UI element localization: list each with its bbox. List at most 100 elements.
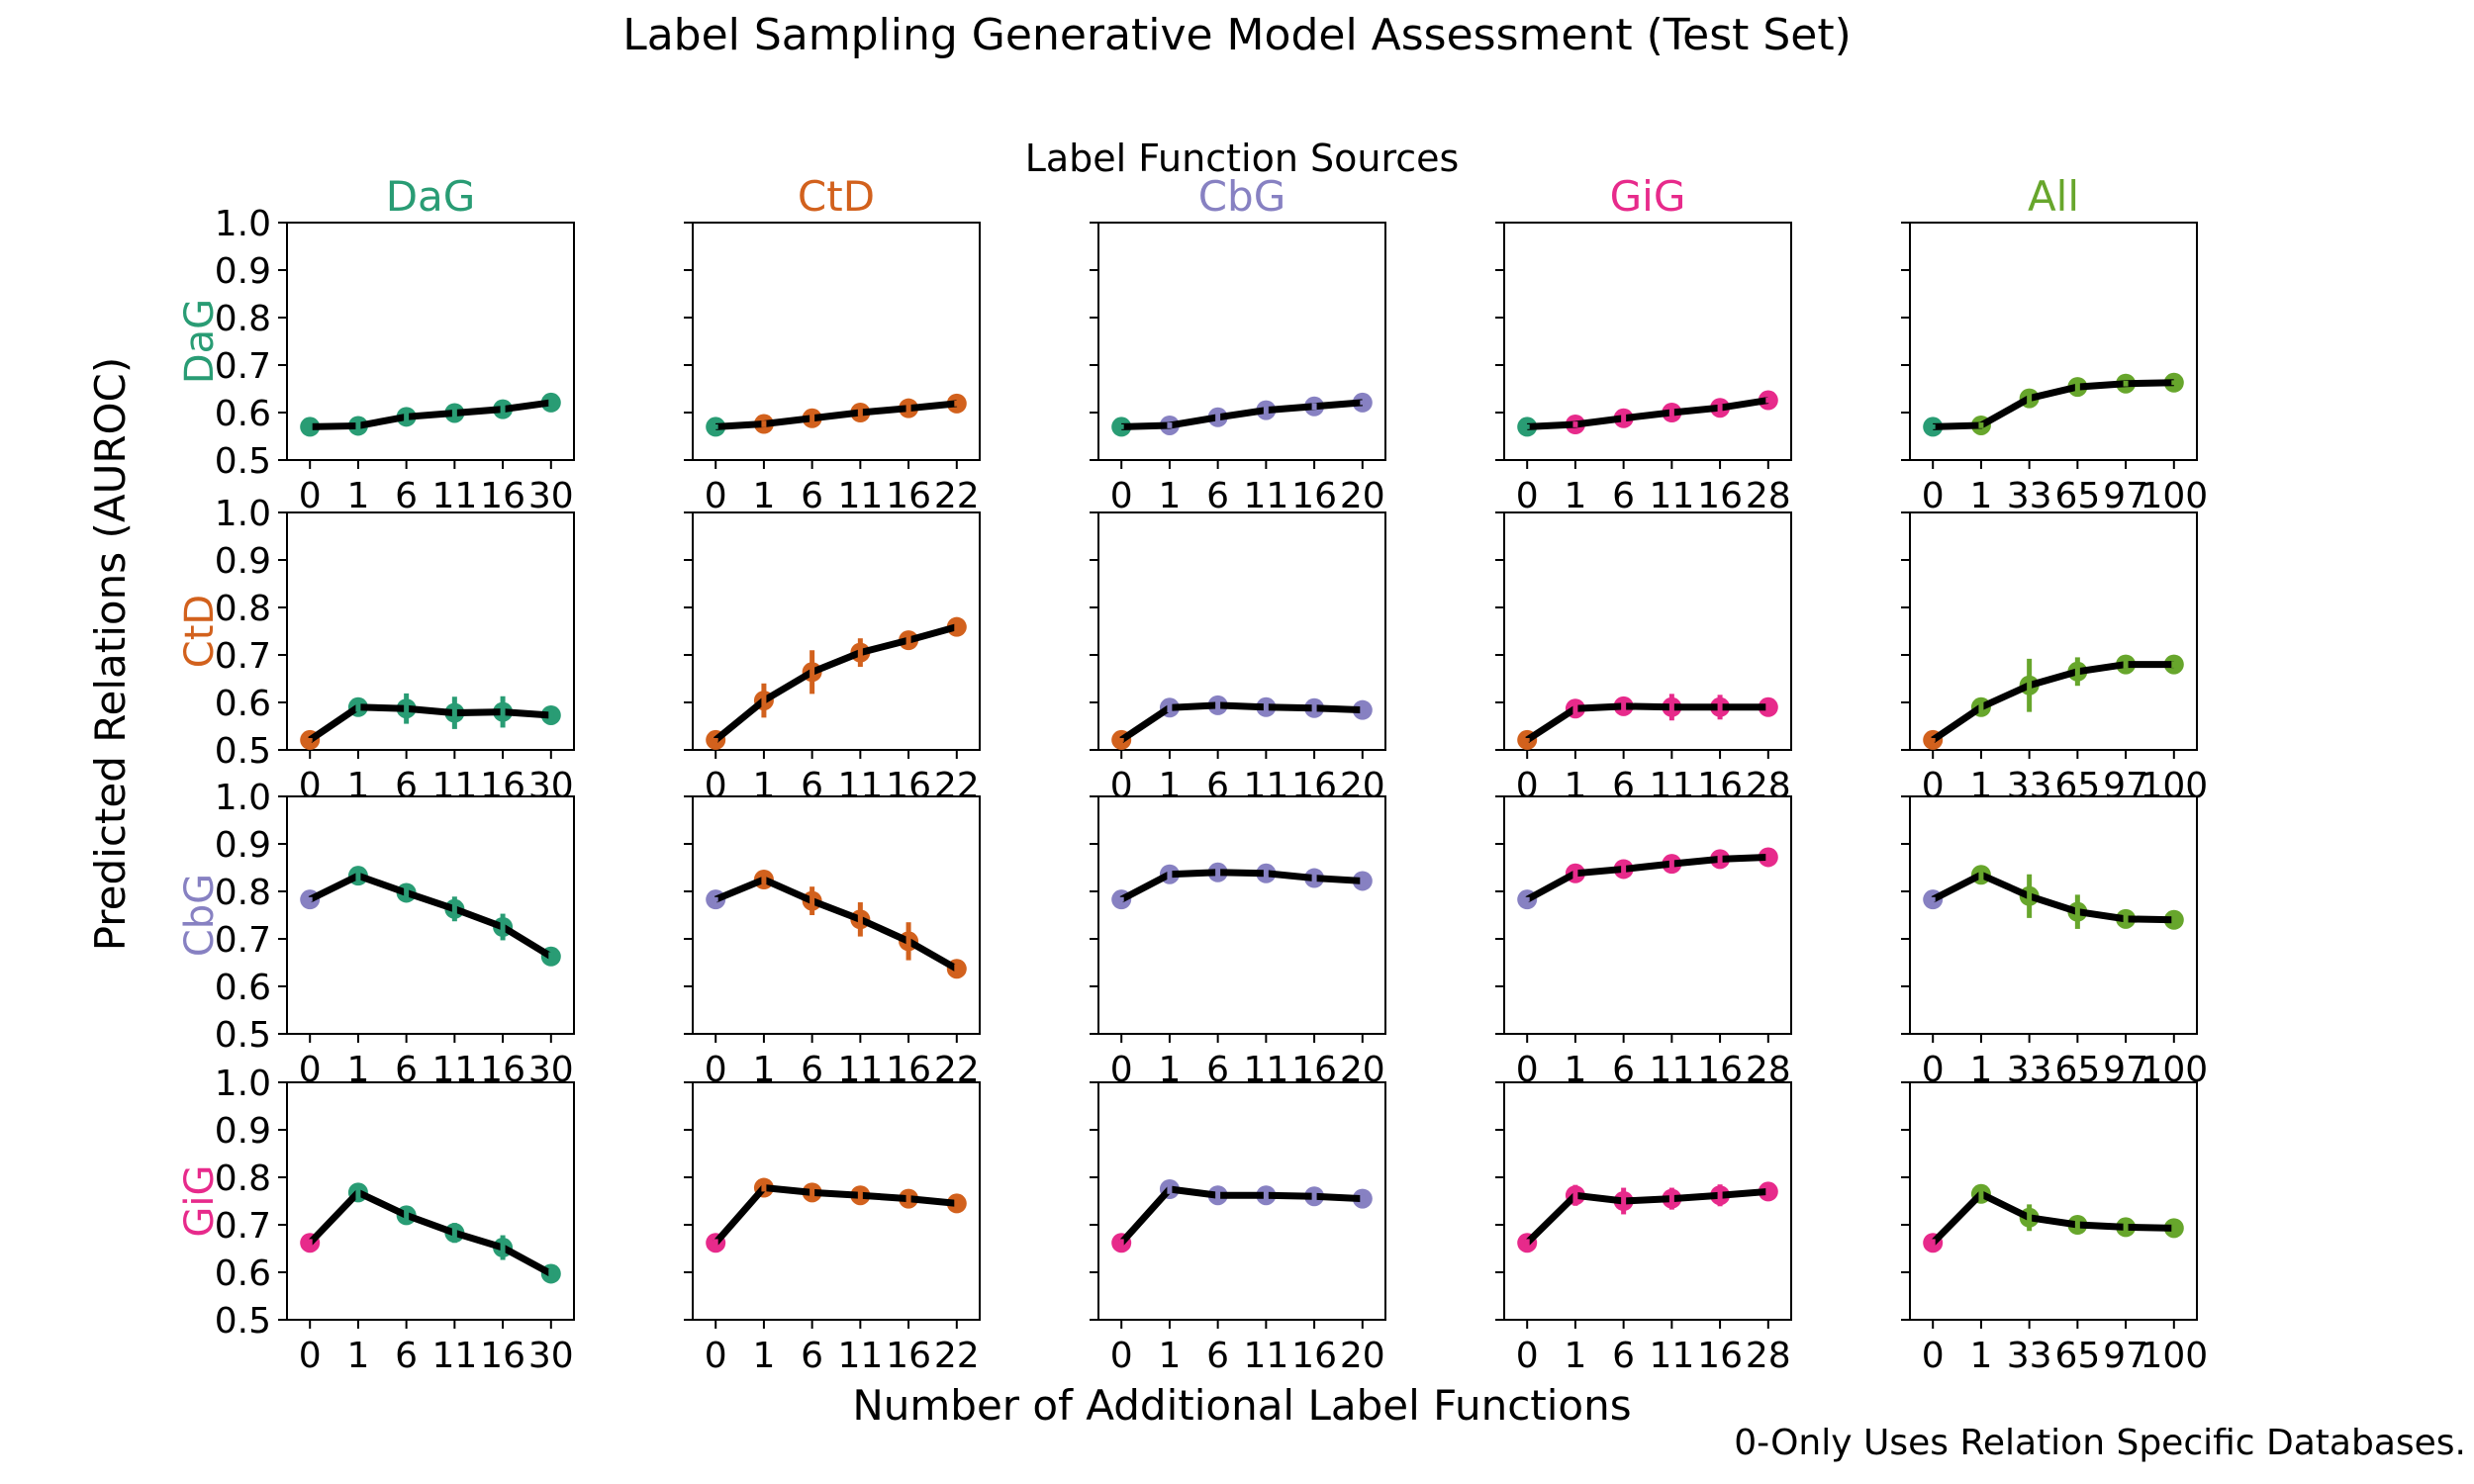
subplot-DaG-DaG-xtick-label: 30	[528, 476, 574, 516]
subplot-GiG-All-xtick-label: 1	[1969, 1336, 1992, 1376]
subplot-CbG-DaG-ytick-label: 1.0	[215, 778, 271, 818]
subplot-GiG-CtD-xtick-label: 16	[886, 1336, 931, 1376]
subplot-GiG-DaG-ytick-label: 0.8	[215, 1159, 271, 1199]
subplot-CtD-GiG-line	[1525, 702, 1768, 743]
subplot-CbG-CbG-line	[1119, 869, 1364, 903]
subplot-CbG-CbG-xtick-label: 0	[1110, 1050, 1133, 1090]
subplot-GiG-GiG-xtick-label: 1	[1564, 1336, 1586, 1376]
subplot-DaG-GiG-xtick-label: 6	[1612, 476, 1635, 516]
subplot-GiG-CbG-xtick-label: 20	[1340, 1336, 1385, 1376]
subplot-CbG-CbG-xtick-label: 6	[1206, 1050, 1229, 1090]
subplot-CtD-DaG-ytick-label: 0.7	[215, 636, 271, 677]
subplot-CbG-DaG-ytick-label: 0.8	[215, 873, 271, 913]
subplot-GiG-DaG-frame	[286, 1081, 575, 1321]
row-label-CbG: CbG	[177, 874, 223, 957]
subplot-GiG-CtD-line	[713, 1183, 958, 1246]
subplot-GiG-DaG-ytick-label: 0.5	[215, 1301, 271, 1342]
subplot-CbG-CtD-frame	[692, 795, 981, 1035]
subplot-DaG-CtD-line	[714, 400, 958, 430]
subplot-DaG-All-xtick-label: 100	[2140, 476, 2208, 516]
subplot-DaG-DaG-ytick-label: 0.7	[215, 346, 271, 387]
figure-title: Label Sampling Generative Model Assessme…	[622, 10, 1852, 60]
subplot-DaG-GiG-frame	[1503, 222, 1792, 461]
subplot-DaG-GiG-xtick-label: 28	[1746, 476, 1791, 516]
subplot-DaG-All-frame	[1909, 222, 2198, 461]
subplot-DaG-GiG-xtick-label: 0	[1516, 476, 1539, 516]
subplot-DaG-CtD-xtick-label: 11	[837, 476, 883, 516]
subplot-DaG-CbG-xtick-label: 20	[1340, 476, 1385, 516]
subplot-CbG-DaG-line	[308, 872, 553, 960]
subplot-DaG-All-xtick-label: 33	[2007, 476, 2052, 516]
subplot-CbG-CbG-frame	[1097, 795, 1386, 1035]
subplot-DaG-CbG-frame	[1097, 222, 1386, 461]
subplot-DaG-DaG-ytick-label: 0.9	[215, 251, 271, 292]
subplot-CtD-DaG-ytick-label: 0.6	[215, 684, 271, 724]
subplot-DaG-All-xtick-label: 97	[2103, 476, 2148, 516]
subplot-GiG-GiG-xtick-label: 6	[1612, 1336, 1635, 1376]
subplot-CbG-CtD-xtick-label: 6	[801, 1050, 823, 1090]
subplot-CtD-CbG-line	[1119, 701, 1363, 743]
subplot-DaG-DaG-xtick-label: 11	[431, 476, 477, 516]
subplot-DaG-CbG-line	[1121, 399, 1364, 430]
col-header-CtD: CtD	[798, 172, 875, 221]
subplot-GiG-DaG-ytick-label: 1.0	[215, 1064, 271, 1104]
subplot-DaG-CtD-xtick-label: 16	[886, 476, 931, 516]
subplot-DaG-CtD-frame	[692, 222, 981, 461]
subplot-CbG-DaG-ytick-label: 0.6	[215, 968, 271, 1008]
subplot-CbG-DaG-xtick-label: 1	[346, 1050, 369, 1090]
subplot-GiG-CbG-xtick-label: 11	[1243, 1336, 1288, 1376]
subplot-GiG-All-xtick-label: 0	[1922, 1336, 1945, 1376]
subplot-CtD-DaG-ytick-label: 0.5	[215, 731, 271, 772]
subplot-GiG-CtD-xtick-label: 0	[705, 1336, 727, 1376]
subplot-GiG-CbG-xtick-label: 6	[1206, 1336, 1229, 1376]
subplot-GiG-CbG-xtick-label: 0	[1110, 1336, 1133, 1376]
subplot-CtD-DaG-ytick-label: 0.9	[215, 541, 271, 582]
subplot-GiG-GiG-xtick-label: 16	[1697, 1336, 1743, 1376]
subplot-DaG-CtD-xtick-label: 22	[934, 476, 980, 516]
subplot-GiG-All-line	[1930, 1189, 2174, 1246]
subplot-CtD-All-frame	[1909, 511, 2198, 751]
subplot-CbG-CtD-line	[714, 876, 959, 973]
row-label-CtD: CtD	[177, 595, 223, 668]
subplot-CtD-DaG-ytick-label: 1.0	[215, 494, 271, 534]
subplot-DaG-CbG-xtick-label: 6	[1206, 476, 1229, 516]
subplot-CbG-GiG-xtick-label: 6	[1612, 1050, 1635, 1090]
footnote: 0-Only Uses Relation Specific Databases.	[1734, 1423, 2466, 1463]
subplot-CbG-GiG-line	[1525, 853, 1768, 903]
subplot-GiG-All-xtick-label: 97	[2103, 1336, 2148, 1376]
subplot-CbG-GiG-frame	[1503, 795, 1792, 1035]
subplot-DaG-All-xtick-label: 1	[1969, 476, 1992, 516]
subplot-GiG-CbG-xtick-label: 16	[1291, 1336, 1337, 1376]
x-axis-label: Number of Additional Label Functions	[852, 1381, 1632, 1430]
subplot-DaG-DaG-xtick-label: 0	[299, 476, 322, 516]
subplot-DaG-CtD-xtick-label: 1	[752, 476, 775, 516]
subplot-CtD-GiG-frame	[1503, 511, 1792, 751]
subplot-GiG-GiG-xtick-label: 11	[1649, 1336, 1694, 1376]
subplot-GiG-All-xtick-label: 100	[2140, 1336, 2208, 1376]
subplot-GiG-CtD-xtick-label: 22	[934, 1336, 980, 1376]
subplot-GiG-All-xtick-label: 65	[2054, 1336, 2100, 1376]
subplot-CbG-DaG-ytick-label: 0.5	[215, 1015, 271, 1056]
subplot-DaG-DaG-ytick-label: 1.0	[215, 204, 271, 244]
subplot-CbG-DaG-ytick-label: 0.7	[215, 920, 271, 961]
subplot-DaG-DaG-frame	[286, 222, 575, 461]
subplot-DaG-DaG-xtick-label: 6	[395, 476, 418, 516]
subplot-GiG-All-frame	[1909, 1081, 2198, 1321]
subplot-CbG-All-frame	[1909, 795, 2198, 1035]
col-header-DaG: DaG	[386, 172, 476, 221]
subplot-CbG-All-xtick-label: 0	[1922, 1050, 1945, 1090]
subplot-CtD-DaG-line	[308, 703, 552, 743]
subplot-DaG-All-line	[1933, 379, 2174, 430]
subplot-DaG-DaG-ytick-label: 0.8	[215, 299, 271, 339]
row-label-GiG: GiG	[177, 1164, 223, 1237]
subplot-GiG-CbG-frame	[1097, 1081, 1386, 1321]
subplot-DaG-CtD-xtick-label: 0	[705, 476, 727, 516]
subplot-CtD-All-line	[1931, 661, 2174, 743]
subplot-DaG-GiG-xtick-label: 11	[1649, 476, 1694, 516]
subplot-DaG-CbG-xtick-label: 0	[1110, 476, 1133, 516]
subplot-GiG-DaG-ytick-label: 0.7	[215, 1206, 271, 1247]
subplot-GiG-GiG-line	[1524, 1187, 1769, 1246]
column-group-title: Label Function Sources	[1024, 137, 1460, 180]
